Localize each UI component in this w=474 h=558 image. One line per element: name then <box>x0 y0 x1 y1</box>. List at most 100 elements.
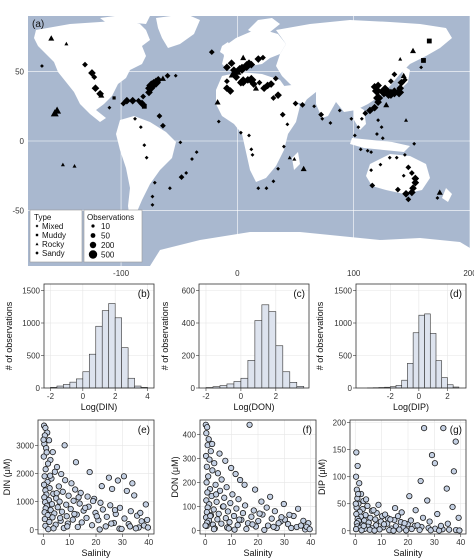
x-tick-label: 0 <box>41 538 46 547</box>
land-india <box>316 92 336 118</box>
scatter-point <box>46 518 53 525</box>
scatter-point <box>398 509 405 516</box>
scatter-point <box>205 436 212 443</box>
map-point <box>230 66 238 75</box>
map-point <box>107 105 112 110</box>
scatter-point <box>231 526 238 533</box>
x-axis-label: Log(DIP) <box>393 402 429 412</box>
scatter-point <box>72 459 80 466</box>
land-greenland <box>156 14 200 48</box>
scatter-point <box>236 516 243 523</box>
scatter-point <box>352 473 360 480</box>
map-y-tick-label: -50 <box>12 206 24 215</box>
y-tick-label: 0 <box>191 384 196 393</box>
map-point <box>72 164 77 168</box>
map-point <box>387 155 392 160</box>
map-point <box>194 150 199 155</box>
x-tick-label: 0 <box>81 392 86 401</box>
panel-a-label: (a) <box>32 19 44 30</box>
y-tick-label: 400 <box>183 430 197 439</box>
map-point <box>233 67 242 75</box>
scatter-point <box>406 493 413 500</box>
map-point <box>164 72 171 79</box>
scatter-point <box>50 525 57 532</box>
histogram-dip-panel: -2 0 2 0 500 1000 1500 Log(DIP) # of observation… <box>315 283 467 412</box>
scatter-point <box>103 513 110 520</box>
scatter-point <box>278 514 285 521</box>
scatter-point <box>371 527 378 534</box>
map-point <box>159 75 166 81</box>
scatter-point <box>223 484 230 491</box>
map-point <box>276 166 280 171</box>
x-axis-label: Log(DON) <box>233 402 274 412</box>
histogram-bar <box>233 381 242 389</box>
scatter-point <box>47 472 54 479</box>
legend-observations-label: 500 <box>101 251 115 260</box>
map-point <box>240 54 247 61</box>
map-point <box>142 143 147 148</box>
scatter-point <box>54 504 61 511</box>
scatter-point <box>232 470 239 478</box>
map-point <box>178 140 183 145</box>
scatter-point <box>68 480 75 487</box>
land-antarctica <box>150 232 470 266</box>
panel-label: (c) <box>293 289 305 300</box>
map-point <box>411 178 420 187</box>
y-tick-label: 500 <box>27 352 41 361</box>
scatter-point <box>72 486 79 493</box>
scatter-point <box>207 448 214 455</box>
map-point <box>383 101 390 108</box>
map-point <box>254 55 263 63</box>
scatter-point <box>215 510 222 517</box>
map-y-tick-label: 0 <box>20 137 25 146</box>
map-point <box>82 61 88 68</box>
legend-type-label: Mixed <box>42 222 63 231</box>
scatter-point <box>241 502 249 509</box>
land-africa <box>216 72 300 182</box>
map-point <box>435 196 440 200</box>
scatter-point <box>88 522 96 529</box>
scatter-point <box>234 522 241 529</box>
scatter-point <box>428 452 436 459</box>
scatter-point <box>446 526 453 533</box>
legend-observations-marker <box>89 241 97 249</box>
scatter-point <box>390 527 397 534</box>
scatter-point <box>74 523 81 531</box>
histogram-bar <box>412 332 420 389</box>
y-axis-label: DIN (μM) <box>2 459 12 496</box>
histogram-bar <box>268 311 277 389</box>
histogram-bar <box>226 383 235 389</box>
x-axis-label: Salinity <box>243 548 273 558</box>
map-point <box>154 76 163 84</box>
x-tick-label: 40 <box>306 538 315 547</box>
x-tick-label: 10 <box>227 538 236 547</box>
histogram-don-panel: -2 0 2 0 200 400 600 Log(DON) # of observations (… <box>160 283 310 412</box>
x-axis-label: Salinity <box>81 548 111 558</box>
scatter-point <box>261 526 268 534</box>
map-point <box>178 174 185 180</box>
scatter-point <box>64 523 71 530</box>
map-point <box>88 69 96 77</box>
map-point <box>379 125 384 130</box>
scatter-point <box>434 510 441 518</box>
scatter-point <box>114 477 121 484</box>
scatter-point <box>98 483 105 490</box>
scatter-point <box>396 526 403 533</box>
plot-frame <box>43 283 155 389</box>
scatter-point <box>288 524 295 532</box>
land-south-america <box>116 116 176 220</box>
map-point <box>252 85 259 91</box>
map-point <box>270 95 277 101</box>
map-point <box>226 87 235 95</box>
scatter-point <box>99 506 106 513</box>
map-point <box>374 81 382 90</box>
scatter-point <box>131 492 138 499</box>
map-point <box>337 108 342 113</box>
map-point <box>358 147 363 152</box>
scatter-point <box>258 498 265 505</box>
map-point <box>260 54 266 61</box>
scatter-point <box>116 504 124 511</box>
scatter-point <box>76 500 83 507</box>
y-tick-label: 0 <box>36 384 41 393</box>
